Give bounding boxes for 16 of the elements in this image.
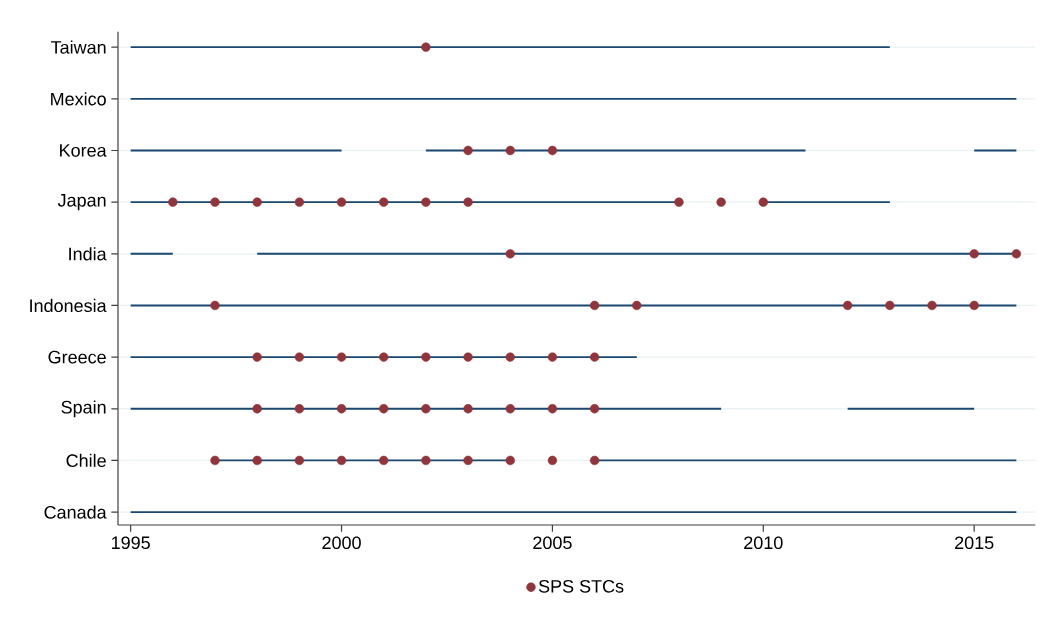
y-tick-label: Indonesia: [30, 298, 107, 313]
y-tick-label: Spain: [61, 400, 106, 418]
y-tick-label: India: [69, 247, 107, 261]
legend-label: SPS STCs: [538, 579, 624, 593]
x-tick-label: 1995: [112, 536, 150, 550]
y-tick-label: Greece: [48, 350, 106, 364]
y-tick-label: Mexico: [51, 92, 106, 106]
x-tick-label: 2000: [322, 536, 361, 550]
x-tick-label: 2010: [744, 536, 783, 550]
y-tick-label: Canada: [44, 505, 107, 519]
y-tick-label: Chile: [66, 453, 106, 468]
x-tick-label: 2015: [955, 536, 994, 550]
y-tick-label: Korea: [60, 144, 107, 157]
y-tick-label: Taiwan: [51, 40, 106, 54]
x-tick-label: 2005: [533, 536, 572, 550]
y-tick-label: Japan: [57, 194, 106, 211]
